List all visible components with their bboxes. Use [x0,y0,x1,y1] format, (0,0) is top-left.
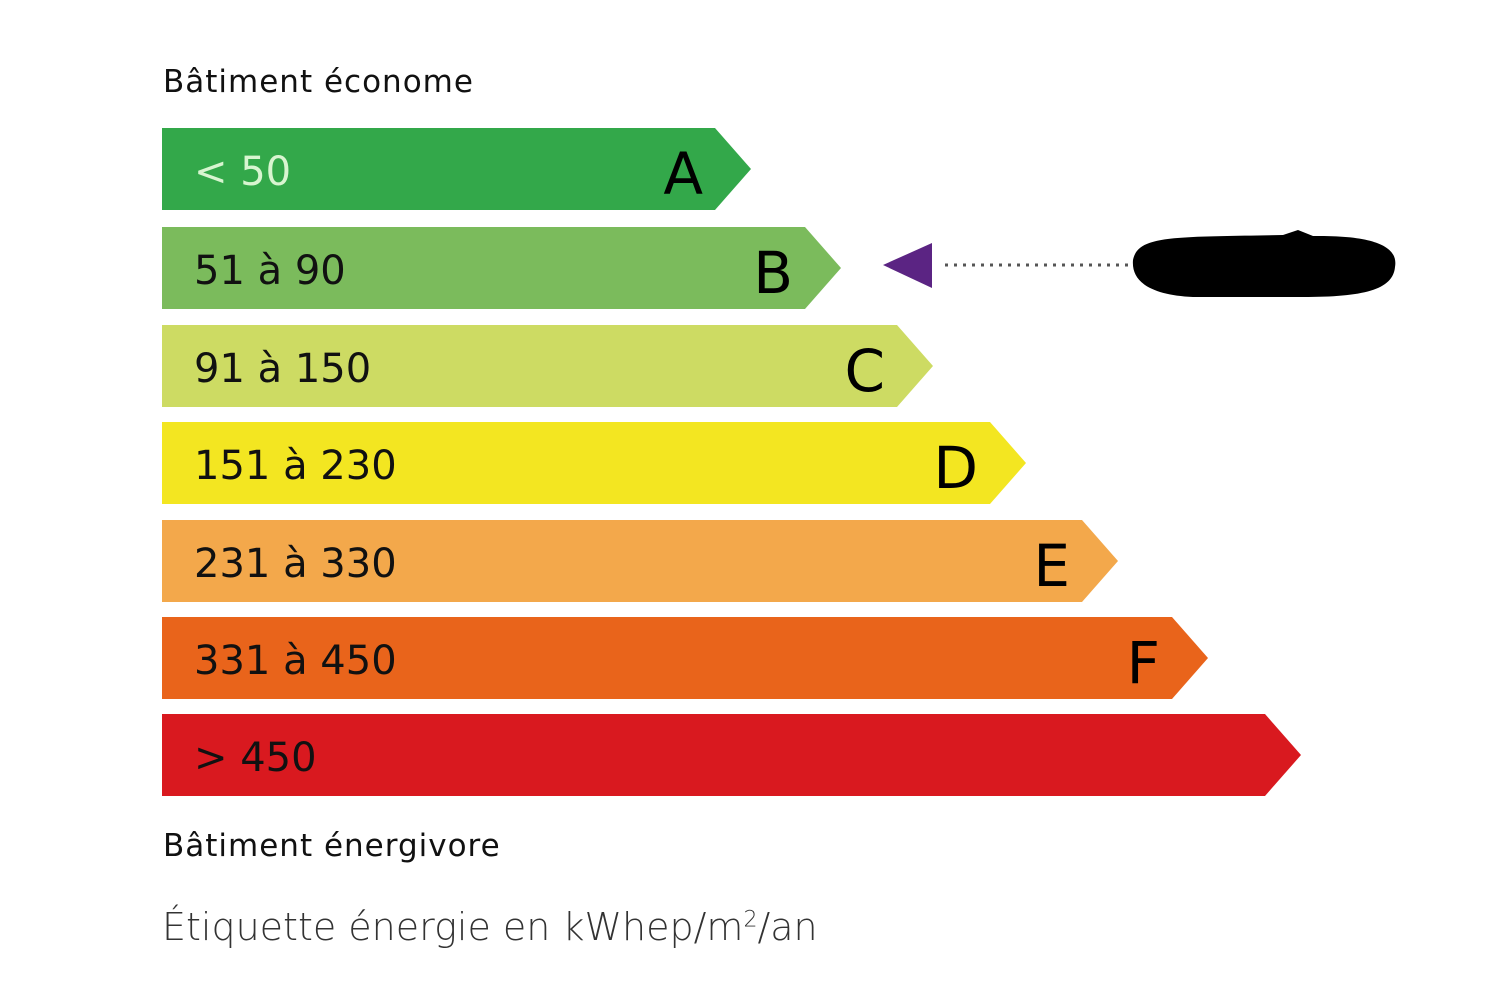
class-range-e: 231 à 330 [194,541,397,587]
class-letter-b: B [753,239,793,307]
class-letter-e: E [1033,532,1070,600]
class-bar-f [162,617,1208,699]
class-range-d: 151 à 230 [194,443,397,489]
redacted-value-blob [1132,230,1396,297]
class-bar-e [162,520,1118,602]
class-range-c: 91 à 150 [194,346,371,392]
class-range-g: > 450 [194,735,317,781]
class-letter-c: C [845,337,886,405]
class-range-f: 331 à 450 [194,638,397,684]
class-bar-g [162,714,1301,796]
unit-label-prefix: Étiquette énergie en kWhep/m [162,905,744,949]
class-letter-f: F [1127,629,1160,697]
header-economical: Bâtiment économe [163,64,474,100]
class-range-a: < 50 [194,149,291,195]
unit-label-sup: 2 [743,907,758,933]
class-bar-c [162,325,933,407]
class-bar-a [162,128,751,210]
header-energy-hungry: Bâtiment énergivore [163,828,501,864]
indicator-arrow-icon [883,243,932,288]
unit-label: Étiquette énergie en kWhep/m2/an [162,905,818,949]
class-bar-b [162,227,841,309]
class-letter-d: D [933,434,978,502]
class-range-b: 51 à 90 [194,248,346,294]
class-letter-a: A [663,140,703,208]
unit-label-suffix: /an [757,905,818,949]
class-bar-d [162,422,1026,504]
